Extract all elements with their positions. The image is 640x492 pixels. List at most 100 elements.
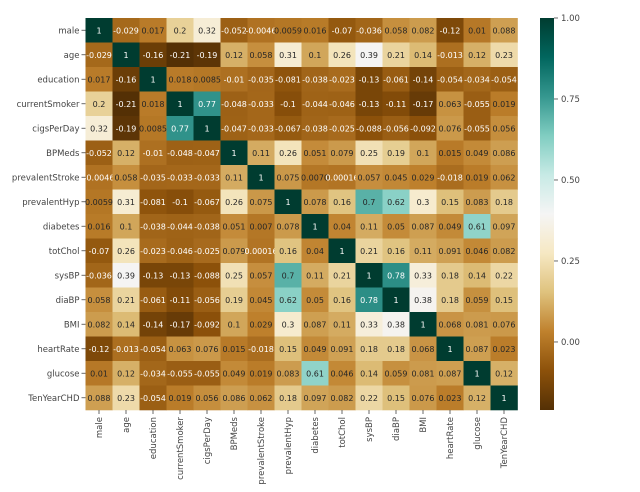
- heatmap-cell: [220, 336, 248, 362]
- cell-value-label: -0.16: [143, 51, 164, 60]
- cell-value-label: 0.33: [360, 320, 378, 329]
- heatmap-cell: [409, 67, 437, 92]
- cell-value-label: -0.19: [197, 51, 218, 60]
- cell-value-label: 0.068: [439, 320, 462, 329]
- heatmap-cell: [139, 312, 167, 337]
- cell-value-label: 0.063: [169, 345, 192, 354]
- y-tick-label: totChol: [49, 247, 80, 257]
- cell-value-label: 0.14: [117, 320, 135, 329]
- heatmap-cell: [409, 42, 437, 68]
- y-tick-label: BMI: [64, 320, 80, 330]
- cell-value-label: 0.019: [493, 100, 516, 109]
- heatmap-cell: [382, 214, 410, 239]
- heatmap-cell: [274, 214, 302, 239]
- cell-value-label: 0.0085: [139, 124, 167, 133]
- y-tick-label: BPMeds: [46, 149, 80, 159]
- cell-value-label: -0.054: [140, 394, 166, 403]
- heatmap-cell: [166, 287, 194, 313]
- heatmap-cell: [463, 238, 491, 264]
- y-tick-label: TenYearCHD: [27, 394, 80, 404]
- heatmap-cell: [166, 116, 194, 141]
- heatmap-cell: [301, 116, 329, 141]
- cell-value-label: 0.049: [223, 369, 246, 378]
- heatmap-cell: [193, 91, 221, 117]
- heatmap-cell: [112, 385, 140, 411]
- cell-value-label: -0.11: [386, 100, 407, 109]
- cell-value-label: 0.18: [279, 394, 297, 403]
- cell-value-label: 0.12: [468, 394, 486, 403]
- cell-value-label: 0.046: [331, 369, 354, 378]
- heatmap-cell: [301, 214, 329, 239]
- colorbar-tick-label: 1.00: [561, 14, 580, 24]
- heatmap-cell: [463, 214, 491, 239]
- cell-value-label: 0.082: [412, 26, 435, 35]
- cell-value-label: -0.092: [194, 320, 220, 329]
- cell-value-label: 0.61: [306, 369, 324, 378]
- heatmap-cell: [328, 238, 356, 264]
- heatmap-cell: [355, 91, 383, 117]
- heatmap-cell: [220, 287, 248, 313]
- cell-value-label: 0.2: [174, 26, 187, 35]
- cell-value-label: 0.78: [387, 271, 405, 280]
- x-tick-label: education: [149, 417, 159, 459]
- cell-value-label: 0.38: [414, 296, 432, 305]
- cell-value-label: 0.1: [417, 149, 430, 158]
- heatmap-cell: [220, 91, 248, 117]
- heatmap-cell: [139, 67, 167, 92]
- cell-value-label: 1: [258, 173, 263, 182]
- cell-value-label: 0.079: [331, 149, 354, 158]
- cell-value-label: 0.18: [360, 345, 378, 354]
- heatmap-cell: [247, 91, 275, 117]
- cell-value-label: -0.12: [89, 345, 110, 354]
- heatmap-cell: [301, 263, 329, 288]
- heatmap-cell: [112, 18, 140, 43]
- heatmap-cell: [274, 361, 302, 386]
- cell-value-label: 0.7: [363, 198, 376, 207]
- y-tick-label: prevalentStroke: [12, 173, 80, 183]
- cell-value-label: 0.18: [441, 296, 459, 305]
- heatmap-cell: [301, 42, 329, 68]
- heatmap-cell: [382, 312, 410, 337]
- cell-value-label: 0.12: [495, 369, 513, 378]
- cell-value-label: 1: [231, 149, 236, 158]
- heatmap-cell: [328, 336, 356, 362]
- cell-value-label: 0.39: [117, 271, 135, 280]
- cell-value-label: 0.05: [306, 296, 324, 305]
- cell-value-label: -0.054: [437, 75, 463, 84]
- heatmap-cell: [463, 336, 491, 362]
- heatmap-cell: [85, 116, 113, 141]
- cell-value-label: -0.048: [221, 100, 247, 109]
- heatmap-cell: [301, 91, 329, 117]
- heatmap-cell: [355, 18, 383, 43]
- heatmap-cell: [247, 263, 275, 288]
- cell-value-label: 0.33: [414, 271, 432, 280]
- x-tick-label: diaBP: [392, 417, 402, 441]
- cell-value-label: 0.11: [333, 320, 351, 329]
- cell-value-label: 0.056: [493, 124, 516, 133]
- cell-value-label: 0.015: [439, 149, 462, 158]
- cell-value-label: 0.31: [117, 198, 135, 207]
- heatmap-cell: [301, 140, 329, 166]
- heatmap-cell: [355, 165, 383, 190]
- heatmap-cell: [490, 140, 518, 166]
- x-tick-label: prevalentStroke: [257, 417, 267, 485]
- heatmap-cell: [166, 336, 194, 362]
- cell-value-label: -0.13: [170, 271, 191, 280]
- cell-value-label: -0.023: [140, 247, 166, 256]
- cell-value-label: 1: [150, 75, 155, 84]
- heatmap-cell: [85, 287, 113, 313]
- cell-value-label: -0.055: [464, 124, 490, 133]
- heatmap-cell: [193, 312, 221, 337]
- cell-value-label: 0.25: [360, 149, 378, 158]
- heatmap-cell: [166, 361, 194, 386]
- heatmap-cell: [382, 287, 410, 313]
- heatmap-cell: [85, 165, 113, 190]
- cell-value-label: -0.081: [275, 75, 301, 84]
- cell-value-label: -0.16: [116, 75, 137, 84]
- cell-value-label: -0.13: [359, 75, 380, 84]
- y-tick-label: sysBP: [55, 271, 80, 281]
- heatmap-cell: [193, 361, 221, 386]
- colorbar-tick-label: 0.00: [561, 338, 580, 348]
- heatmap-cell: [490, 18, 518, 43]
